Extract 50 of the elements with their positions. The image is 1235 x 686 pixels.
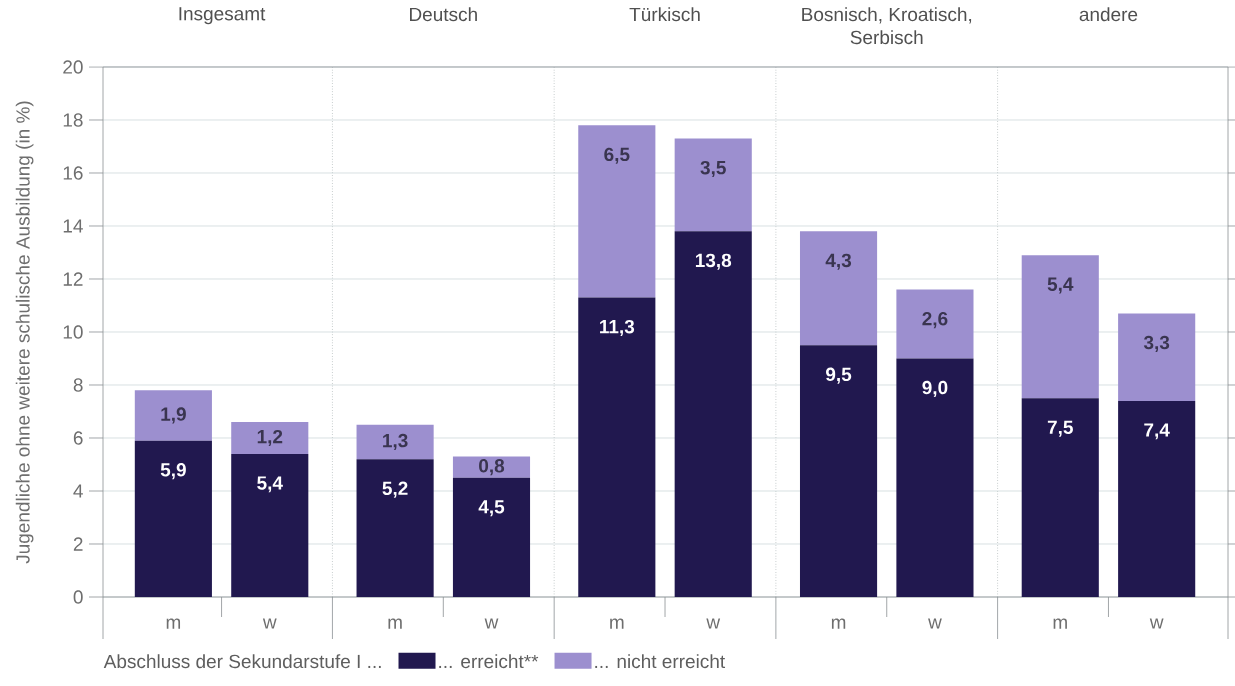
data-label: 6,5	[604, 147, 630, 164]
data-label: 5,9	[160, 463, 186, 480]
y-tick-label: 20	[63, 60, 83, 74]
y-tick-label: 0	[73, 590, 83, 604]
y-tick-label: 2	[73, 537, 83, 551]
legend-label: ... nicht erreicht	[595, 654, 726, 669]
data-label: 1,3	[383, 433, 408, 451]
x-tick-label: m	[166, 618, 181, 629]
y-axis-title: Jugendliche ohne weitere schulische Ausbildung (in %)	[15, 101, 34, 564]
x-tick-label: m	[831, 618, 846, 629]
text: Bosnisch, Kroatisch, Serbisch	[802, 7, 972, 45]
y-tick-label: 16	[63, 166, 83, 180]
data-label: 7,5	[1047, 420, 1073, 437]
data-label: 5,4	[257, 476, 283, 493]
data-label: 2,6	[922, 311, 948, 329]
y-tick-label: 8	[73, 378, 83, 392]
data-label: 3,3	[1143, 335, 1170, 353]
data-label: 4,3	[825, 253, 852, 270]
legend-title: Abschluss der Sekundarstufe I ...	[103, 654, 381, 669]
x-tick-label: w	[484, 618, 499, 629]
x-tick-label: w	[928, 618, 942, 629]
y-tick-label: 10	[63, 325, 83, 339]
data-label: 11,3	[600, 319, 635, 337]
data-label: 0,8	[479, 459, 505, 476]
data-label: 4,5	[478, 500, 505, 517]
x-tick-label: m	[610, 618, 624, 629]
y-tick-label: 4	[73, 484, 83, 498]
x-tick-label: w	[262, 618, 277, 629]
y-tick-label: 18	[63, 113, 83, 127]
text: Insgesamt	[179, 7, 266, 25]
x-tick-label: w	[706, 618, 721, 629]
y-tick-label: 12	[63, 272, 83, 286]
y-tick-label: 6	[73, 431, 83, 445]
data-label: 5,2	[382, 481, 408, 498]
data-label: 7,4	[1144, 423, 1170, 440]
y-tick-label: 14	[63, 219, 83, 233]
text: andere	[1079, 7, 1138, 22]
data-label: 3,5	[700, 160, 726, 178]
x-tick-label: m	[1053, 618, 1067, 629]
x-tick-label: m	[388, 618, 402, 629]
text: Türkisch	[629, 7, 700, 22]
data-label: 13,8	[695, 253, 732, 270]
text: Deutsch	[410, 7, 477, 22]
legend-label: ... erreicht**	[439, 654, 539, 669]
data-label: 1,9	[161, 407, 186, 424]
data-label: 1,2	[257, 429, 283, 447]
data-label: 9,5	[826, 367, 852, 384]
data-label: 9,0	[922, 380, 948, 398]
data-label: 5,4	[1047, 277, 1074, 294]
x-tick-label: w	[1149, 618, 1164, 629]
